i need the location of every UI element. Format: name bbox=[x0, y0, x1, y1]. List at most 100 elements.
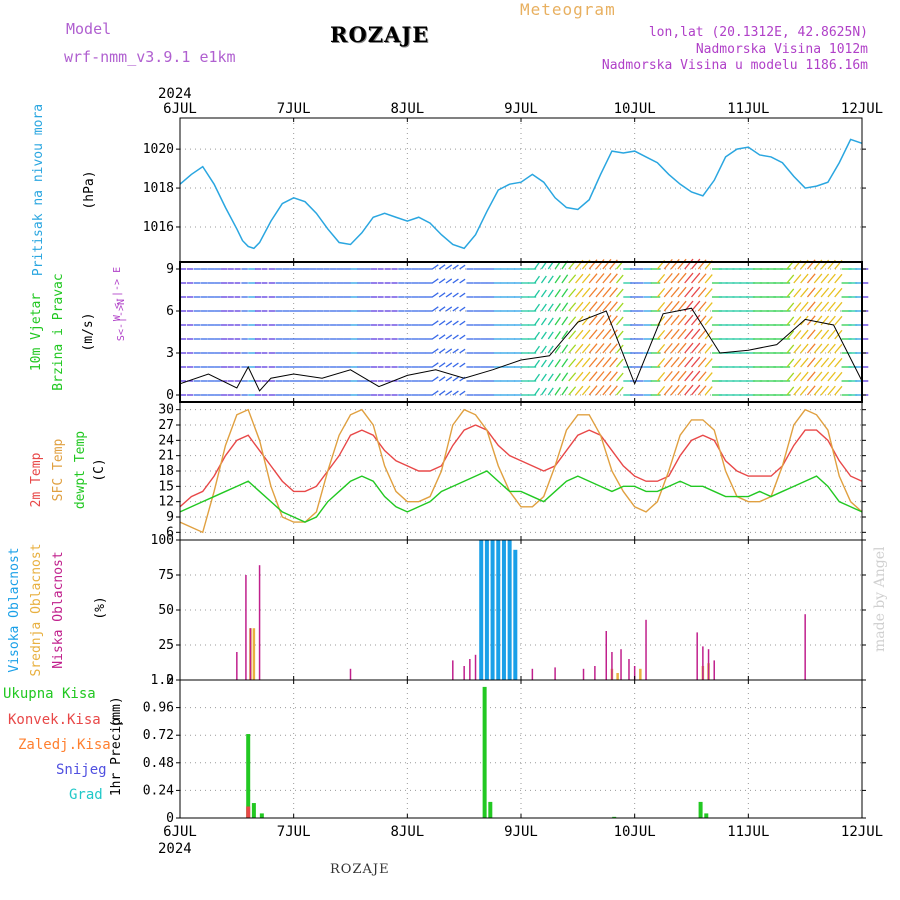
wind-vector bbox=[813, 343, 823, 354]
wind-vector bbox=[827, 357, 836, 368]
wind-vector bbox=[684, 286, 694, 298]
wind-vector bbox=[554, 303, 561, 312]
wind-vector bbox=[547, 345, 554, 354]
low-cloud-bar bbox=[531, 668, 534, 680]
wind-vector bbox=[452, 348, 459, 354]
wind-vector bbox=[806, 385, 816, 396]
wind-vector bbox=[602, 356, 612, 368]
wind-vector bbox=[609, 273, 618, 284]
low-cloud-bar bbox=[582, 668, 585, 680]
precip-legend-item: Konvek.Kisa bbox=[8, 712, 101, 728]
wind-vector bbox=[595, 273, 605, 284]
wind-vector bbox=[554, 331, 561, 340]
station-title: ROZAJE bbox=[330, 22, 430, 47]
wind-vector bbox=[581, 357, 591, 368]
wind-vector bbox=[547, 373, 554, 382]
wind-vector bbox=[663, 272, 673, 284]
wind-vector bbox=[670, 342, 680, 354]
wind-vector bbox=[786, 386, 795, 396]
wind-vector bbox=[602, 314, 612, 326]
wind-vector bbox=[609, 343, 618, 354]
wind-vector bbox=[438, 390, 446, 396]
wind-vector bbox=[561, 386, 569, 396]
y-tick-label: 0 bbox=[166, 811, 174, 826]
wind-vector bbox=[534, 289, 541, 298]
wind-vector bbox=[663, 384, 673, 396]
wind-vector bbox=[677, 370, 687, 382]
wind-vector bbox=[827, 315, 836, 326]
wind-vector bbox=[786, 274, 795, 284]
temp-2m-line bbox=[179, 424, 863, 508]
wind-vector bbox=[793, 316, 802, 326]
wind-vector bbox=[609, 357, 618, 368]
wind-vector bbox=[588, 357, 598, 368]
low-cloud-bar bbox=[594, 666, 596, 680]
wind-vector bbox=[534, 331, 541, 340]
wind-vector bbox=[684, 384, 694, 396]
wind-vector bbox=[786, 344, 795, 354]
wind-vector bbox=[691, 370, 701, 382]
wind-vector bbox=[670, 258, 680, 270]
wind-vector bbox=[806, 357, 816, 368]
low-cloud-bar bbox=[463, 666, 465, 680]
sfc-temp-label: SFC Temp bbox=[51, 439, 66, 502]
wind-vector bbox=[568, 358, 577, 368]
wind-vector bbox=[691, 286, 701, 298]
wind-vector bbox=[663, 342, 673, 354]
wind-vector bbox=[568, 372, 577, 382]
chart-title: Meteogram bbox=[520, 0, 616, 19]
total-precip-bar bbox=[704, 813, 709, 818]
low-cloud-bar bbox=[696, 632, 698, 680]
y-tick-label: 12 bbox=[158, 495, 174, 510]
wind-vector bbox=[602, 384, 612, 396]
wind-vector bbox=[684, 272, 694, 284]
y-tick-label: 9 bbox=[166, 262, 174, 277]
wind-vector bbox=[834, 371, 843, 382]
wind-vector bbox=[691, 356, 701, 368]
wind-vector bbox=[554, 373, 561, 382]
wind-vector bbox=[684, 342, 694, 354]
y-tick-label: 1016 bbox=[143, 220, 174, 235]
wind-vector bbox=[677, 328, 687, 340]
y-tick-label: 0.72 bbox=[143, 728, 174, 743]
wind-vector bbox=[452, 390, 459, 396]
wind-vector bbox=[813, 371, 823, 382]
wind-vector bbox=[663, 328, 673, 340]
x-tick-label-top: 6JUL bbox=[163, 101, 197, 117]
wind-vector bbox=[459, 292, 466, 298]
wind-vector bbox=[827, 301, 836, 312]
x-tick-label-bottom: 10JUL bbox=[614, 824, 656, 840]
wind-vector bbox=[431, 320, 439, 326]
dewpt-label: dewpt Temp bbox=[73, 431, 88, 509]
wind-vector bbox=[656, 329, 666, 340]
precip-legend-item: Ukupna Kisa bbox=[3, 686, 96, 702]
wind-vector bbox=[806, 329, 816, 340]
wind-vector bbox=[820, 273, 830, 284]
wind-vector bbox=[615, 372, 624, 382]
wind-vector bbox=[595, 301, 605, 312]
wind-vector bbox=[459, 306, 466, 312]
y-tick-label: 0.48 bbox=[143, 756, 174, 771]
wind-vector bbox=[445, 306, 453, 312]
wind-vector bbox=[820, 287, 830, 298]
x-tick-label-bottom: 8JUL bbox=[390, 824, 424, 840]
wind-vector bbox=[540, 289, 547, 298]
wind-vector bbox=[656, 371, 666, 382]
wind-vector bbox=[793, 372, 802, 382]
wind-vector bbox=[677, 356, 687, 368]
model-name: wrf-nmm_v3.9.1 e1km bbox=[64, 48, 236, 66]
wind-vector bbox=[561, 358, 569, 368]
wind-vector bbox=[684, 314, 694, 326]
precip-legend-item: Zaledj.Kisa bbox=[18, 737, 111, 753]
wind-vector bbox=[581, 329, 591, 340]
y-tick-label: 1.2 bbox=[151, 673, 174, 688]
wind-vector bbox=[459, 278, 466, 284]
wind-vector bbox=[820, 371, 830, 382]
year-label-bottom: 2024 bbox=[158, 841, 192, 857]
wind-vector bbox=[588, 315, 598, 326]
low-cloud-bar bbox=[713, 660, 715, 680]
wind-vector bbox=[827, 273, 836, 284]
wind-vector bbox=[813, 273, 823, 284]
wind-vector bbox=[704, 316, 713, 326]
wind-vector bbox=[547, 387, 554, 396]
